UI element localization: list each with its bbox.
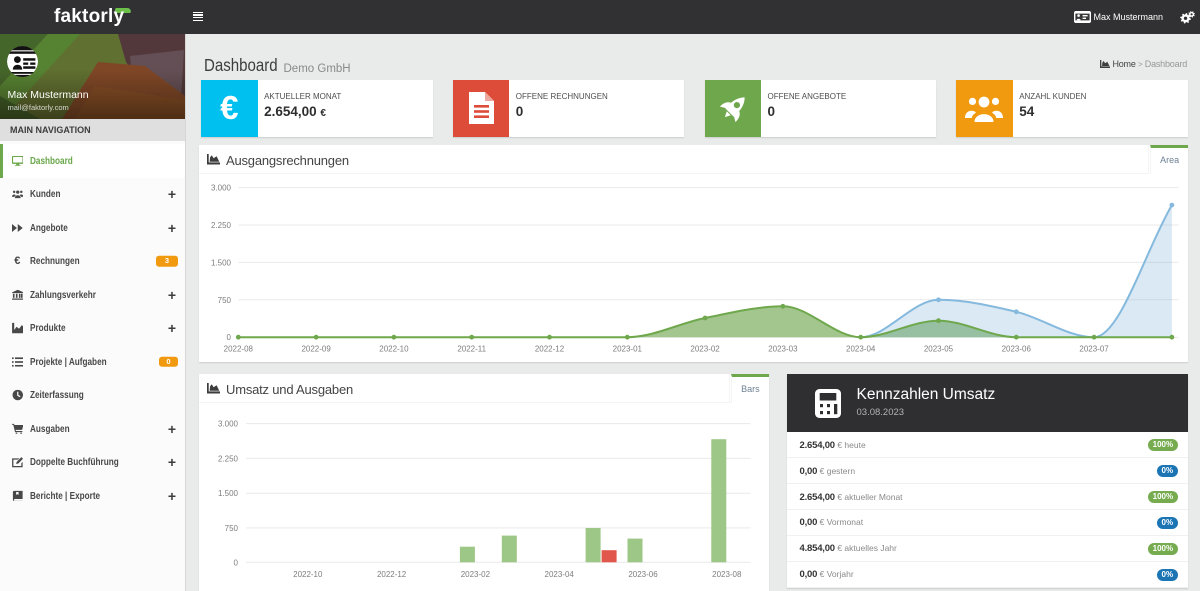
svg-text:2.250: 2.250 [218, 455, 239, 464]
svg-text:2023-06: 2023-06 [628, 570, 658, 579]
svg-text:750: 750 [224, 524, 238, 533]
svg-text:2.250: 2.250 [211, 221, 232, 230]
svg-text:2023-02: 2023-02 [460, 570, 490, 579]
svg-text:2023-04: 2023-04 [846, 345, 876, 354]
svg-text:2023-04: 2023-04 [544, 570, 574, 579]
svg-text:1.500: 1.500 [211, 259, 232, 268]
svg-text:2022-10: 2022-10 [293, 570, 323, 579]
svg-text:2023-02: 2023-02 [690, 345, 720, 354]
svg-text:2023-06: 2023-06 [1001, 345, 1031, 354]
svg-text:1.500: 1.500 [218, 490, 239, 499]
svg-text:0: 0 [226, 334, 231, 343]
svg-text:0: 0 [233, 559, 238, 568]
svg-text:3.000: 3.000 [211, 184, 232, 193]
svg-text:2023-01: 2023-01 [612, 345, 642, 354]
svg-text:2023-03: 2023-03 [768, 345, 798, 354]
svg-text:3.000: 3.000 [218, 420, 239, 429]
svg-text:2022-12: 2022-12 [534, 345, 564, 354]
svg-text:2022-11: 2022-11 [457, 345, 486, 354]
svg-text:2022-08: 2022-08 [223, 345, 253, 354]
svg-text:2022-12: 2022-12 [376, 570, 406, 579]
svg-text:2022-10: 2022-10 [379, 345, 409, 354]
svg-text:2023-08: 2023-08 [712, 570, 742, 579]
svg-text:2023-05: 2023-05 [923, 345, 953, 354]
svg-text:2022-09: 2022-09 [301, 345, 331, 354]
svg-text:2023-07: 2023-07 [1079, 345, 1109, 354]
svg-text:750: 750 [217, 296, 231, 305]
